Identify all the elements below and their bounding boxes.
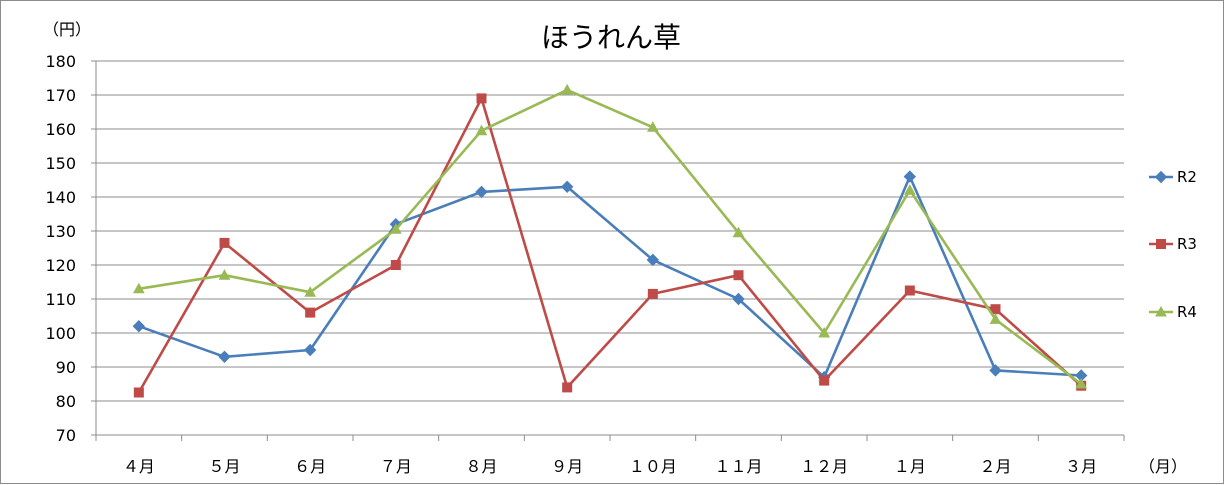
- data-point-r4: [561, 83, 574, 95]
- legend-marker: [1155, 305, 1167, 317]
- legend-item-r2: R2: [1149, 168, 1197, 186]
- data-point-r4: [903, 184, 916, 195]
- series-line-r4: [138, 88, 1082, 386]
- legend-marker: [1154, 170, 1168, 184]
- legend-label: R4: [1177, 303, 1197, 321]
- x-tick-label: ８月: [465, 457, 497, 476]
- series-line-r3: [137, 97, 1083, 394]
- x-tick-label: １月: [894, 457, 926, 476]
- y-tick-label: 140: [45, 188, 76, 207]
- y-tick-label: 130: [45, 222, 76, 241]
- y-tick-label: 150: [45, 154, 76, 173]
- y-tick-label: 90: [56, 358, 76, 377]
- data-point-r2: [303, 343, 317, 357]
- legend: R2 R3 R4: [1149, 168, 1197, 321]
- y-axis-label: （円）: [43, 20, 91, 39]
- legend-label: R3: [1177, 235, 1197, 253]
- x-tick-label: １０月: [629, 457, 677, 476]
- series-lines: [132, 83, 1088, 398]
- data-point-r2: [989, 364, 1002, 377]
- data-point-r4: [218, 269, 231, 280]
- x-tick-label: ６月: [294, 457, 326, 476]
- x-tick-label: １１月: [714, 457, 762, 476]
- data-point-r4: [646, 121, 659, 132]
- data-point-r2: [132, 319, 146, 333]
- data-point-r3: [390, 260, 401, 270]
- data-point-r2: [646, 253, 660, 267]
- data-point-r3: [562, 382, 573, 393]
- data-point-r4: [732, 226, 745, 238]
- x-tick-label: ５月: [208, 457, 240, 476]
- x-tick-label: １２月: [800, 457, 848, 476]
- y-tick-label: 170: [45, 86, 76, 105]
- x-axis-label: （月）: [1139, 457, 1187, 476]
- data-point-r2: [903, 170, 917, 183]
- data-point-r4: [132, 282, 145, 294]
- data-point-r4: [304, 286, 317, 297]
- chart-title: ほうれん草: [541, 21, 681, 54]
- data-point-r4: [1075, 377, 1088, 389]
- data-point-r4: [475, 124, 488, 136]
- series-r3: [133, 93, 1087, 398]
- series-r2: [132, 170, 1088, 384]
- y-tick-label: 110: [45, 290, 76, 309]
- x-tick-label: ４月: [123, 457, 155, 476]
- legend-label: R2: [1177, 168, 1197, 186]
- x-tick-label: ７月: [380, 457, 412, 476]
- data-point-r3: [819, 375, 830, 386]
- data-point-r2: [732, 292, 745, 306]
- data-point-r3: [647, 288, 658, 299]
- x-tick-label: ９月: [551, 457, 583, 476]
- y-tick-label: 70: [56, 426, 76, 445]
- tick-labels: 70 80 90 100 110 120 130 140 150 160 170 180 ４月 ５月 ６月 ７…: [45, 52, 1097, 476]
- data-point-r3: [904, 285, 915, 296]
- y-tick-label: 160: [45, 120, 76, 139]
- y-tick-label: 80: [56, 392, 76, 411]
- axes: [91, 60, 1125, 441]
- y-tick-label: 100: [45, 324, 76, 343]
- data-point-r3: [219, 237, 230, 248]
- data-point-r2: [475, 185, 488, 199]
- data-point-r2: [218, 350, 231, 364]
- data-point-r4: [818, 326, 831, 338]
- legend-marker: [1156, 239, 1166, 249]
- data-point-r3: [133, 387, 144, 398]
- data-point-r2: [560, 180, 574, 194]
- legend-item-r3: R3: [1149, 235, 1197, 253]
- x-tick-label: ２月: [979, 457, 1011, 476]
- series-line-r2: [138, 175, 1082, 379]
- data-point-r3: [733, 270, 744, 281]
- series-r4: [132, 83, 1088, 389]
- data-point-r3: [305, 307, 316, 318]
- data-point-r4: [989, 313, 1002, 324]
- y-tick-label: 120: [45, 256, 76, 275]
- data-point-r4: [389, 223, 402, 234]
- y-tick-label: 180: [45, 52, 76, 71]
- data-point-r3: [476, 93, 487, 104]
- x-tick-label: ３月: [1065, 457, 1097, 476]
- legend-item-r4: R4: [1149, 303, 1197, 321]
- gridlines: [96, 60, 1124, 402]
